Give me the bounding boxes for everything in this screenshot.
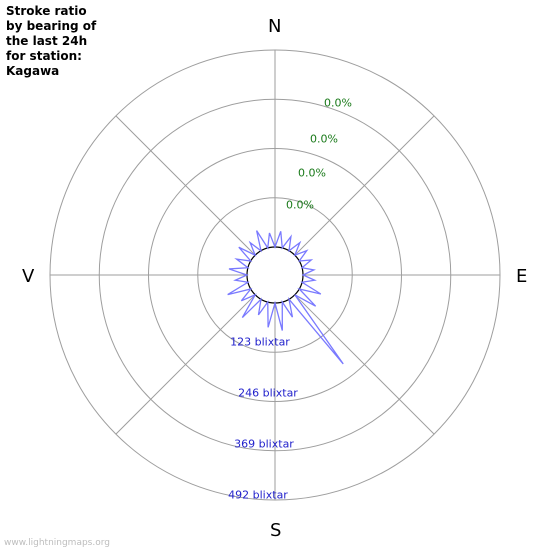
ring-label: 246 blixtar [238,387,298,400]
polar-chart-container: Stroke ratio by bearing of the last 24h … [0,0,550,550]
ring-label: 369 blixtar [234,438,294,451]
pct-label: 0.0% [298,167,326,180]
chart-title: Stroke ratio by bearing of the last 24h … [6,4,96,79]
compass-e: E [516,266,527,287]
footer-attribution: www.lightningmaps.org [4,538,110,548]
compass-s: S [270,520,281,541]
pct-label: 0.0% [324,97,352,110]
compass-w: V [22,266,34,287]
polar-chart-svg [0,0,550,550]
ring-label: 123 blixtar [230,336,290,349]
compass-n: N [268,16,281,37]
pct-label: 0.0% [286,199,314,212]
pct-label: 0.0% [310,133,338,146]
ring-label: 492 blixtar [228,489,288,502]
